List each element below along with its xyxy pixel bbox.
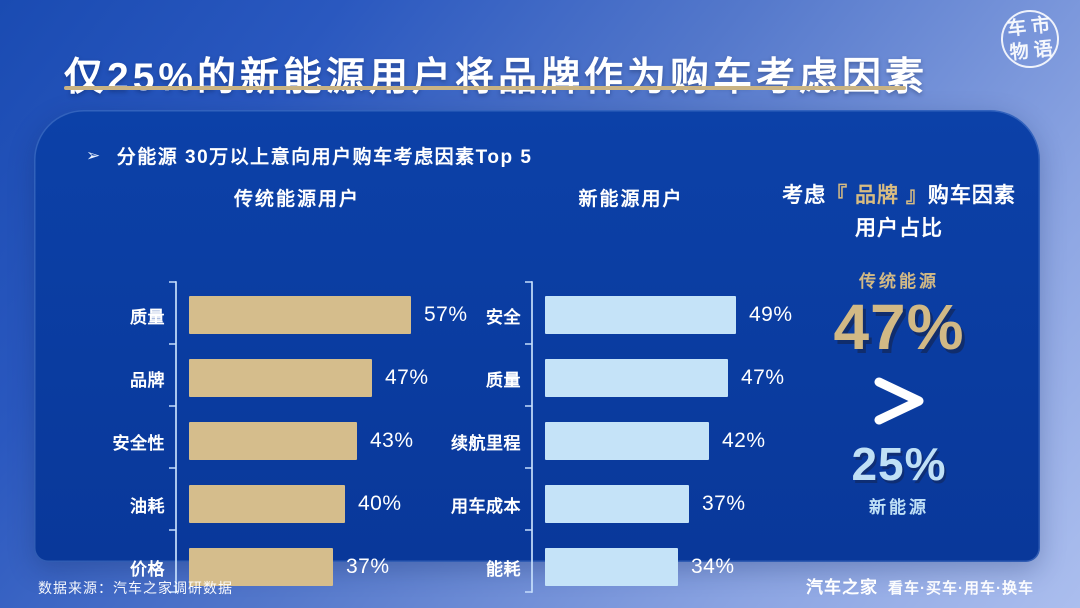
bar-row: 油耗 40%	[85, 485, 457, 523]
bar-category-label: 安全	[486, 307, 521, 327]
bar-value-label: 43%	[370, 429, 414, 452]
bar-value-label: 40%	[358, 492, 402, 515]
axis-tick	[525, 591, 532, 593]
arrow-bullet-icon: ➢	[86, 145, 102, 165]
bar-value-label: 34%	[691, 555, 735, 578]
panel-title-line2: 用户占比	[855, 216, 943, 240]
bar-value-label: 49%	[749, 303, 793, 326]
logo-char: 车	[1006, 16, 1028, 40]
bar	[189, 422, 357, 460]
bar-row: 安全 49%	[441, 296, 813, 334]
axis-tick	[525, 405, 532, 407]
panel-title-brand: 『 品牌 』	[826, 184, 928, 207]
traditional-energy-percentage: 47%	[833, 291, 965, 364]
bar	[189, 359, 372, 397]
bar-value-label: 42%	[722, 429, 766, 452]
bar-category-label: 用车成本	[451, 496, 521, 516]
bar-row: 品牌 47%	[85, 359, 457, 397]
bar	[545, 548, 678, 586]
bar-row: 质量 57%	[85, 296, 467, 334]
logo-char: 市	[1030, 14, 1052, 38]
bar-row: 续航里程 42%	[441, 422, 813, 460]
bar-category-label: 油耗	[130, 496, 165, 516]
bar-value-label: 37%	[346, 555, 390, 578]
title-underline	[64, 86, 906, 90]
bar-row: 质量 47%	[441, 359, 813, 397]
bar	[189, 548, 333, 586]
bar	[545, 359, 728, 397]
chart-new-energy: 新能源用户 安全 49% 质量 47% 续航里程 42% 用车成本 37% 能耗 34%	[441, 184, 813, 593]
panel-title-suffix: 购车因素	[927, 184, 1016, 207]
autohome-brand-text: 汽车之家	[806, 578, 878, 597]
bar-row: 价格 37%	[85, 548, 457, 586]
bar-value-label: 47%	[741, 366, 785, 389]
bar-category-label: 能耗	[486, 559, 521, 579]
page-title: 仅25%的新能源用户将品牌作为购车考虑因素	[64, 56, 929, 100]
new-energy-percentage: 25%	[851, 438, 947, 491]
section-subtitle: ➢ 分能源 30万以上意向用户购车考虑因素Top 5	[86, 142, 532, 169]
axis-tick	[169, 405, 176, 407]
bar	[545, 485, 689, 523]
bar-category-label: 质量	[486, 370, 521, 390]
bar-category-label: 品牌	[130, 370, 165, 390]
axis-tick	[169, 343, 176, 345]
footer-brand-line: 汽车之家 看车·买车·用车·换车	[806, 573, 1034, 598]
logo-char: 物	[1008, 40, 1030, 64]
axis-tick	[525, 343, 532, 345]
axis-tick	[169, 281, 176, 283]
bar	[189, 296, 411, 334]
bar	[545, 422, 709, 460]
greater-than-icon	[774, 375, 1024, 427]
section-subtitle-text: 分能源 30万以上意向用户购车考虑因素Top 5	[116, 147, 533, 168]
bar-category-label: 续航里程	[451, 433, 521, 453]
content-card: ➢ 分能源 30万以上意向用户购车考虑因素Top 5 传统能源用户 质量 57% 品…	[34, 110, 1040, 593]
autohome-tagline: 看车·买车·用车·换车	[888, 580, 1034, 597]
bar-value-label: 47%	[385, 366, 429, 389]
bar	[189, 485, 345, 523]
bar-row: 用车成本 37%	[441, 485, 813, 523]
bar-rows: 质量 57% 品牌 47% 安全性 43% 油耗 40% 价格 37%	[85, 296, 467, 586]
bar-row: 能耗 34%	[441, 548, 813, 586]
bar-value-label: 57%	[424, 303, 468, 326]
y-axis-line	[531, 281, 533, 593]
bar	[545, 296, 736, 334]
axis-tick	[169, 591, 176, 593]
bar-rows: 安全 49% 质量 47% 续航里程 42% 用车成本 37% 能耗 34%	[441, 296, 813, 586]
axis-tick	[525, 281, 532, 283]
bar-category-label: 质量	[130, 307, 165, 327]
chart-title: 新能源用户	[578, 189, 684, 210]
chart-traditional-energy: 传统能源用户 质量 57% 品牌 47% 安全性 43% 油耗 40% 价格 37%	[85, 184, 467, 593]
y-axis-line	[175, 281, 177, 593]
brand-factor-panel: 考虑『 品牌 』购车因素 用户占比 传统能源 47% 25% 新能源	[774, 180, 1024, 518]
bar-category-label: 安全性	[112, 433, 165, 453]
bar-category-label: 价格	[130, 559, 165, 579]
axis-tick	[169, 467, 176, 469]
panel-title-prefix: 考虑	[782, 184, 827, 207]
traditional-energy-label: 传统能源	[859, 272, 939, 292]
new-energy-label: 新能源	[869, 498, 929, 518]
cheshiwuyu-seal-logo: 车 市 物 语	[998, 7, 1062, 71]
axis-tick	[525, 529, 532, 531]
axis-tick	[525, 467, 532, 469]
bar-row: 安全性 43%	[85, 422, 457, 460]
bar-value-label: 37%	[702, 492, 746, 515]
panel-title: 考虑『 品牌 』购车因素 用户占比	[774, 180, 1024, 245]
chart-title: 传统能源用户	[233, 189, 360, 210]
data-source-note: 数据来源：汽车之家调研数据	[38, 580, 233, 596]
axis-tick	[169, 529, 176, 531]
logo-char: 语	[1032, 38, 1054, 62]
